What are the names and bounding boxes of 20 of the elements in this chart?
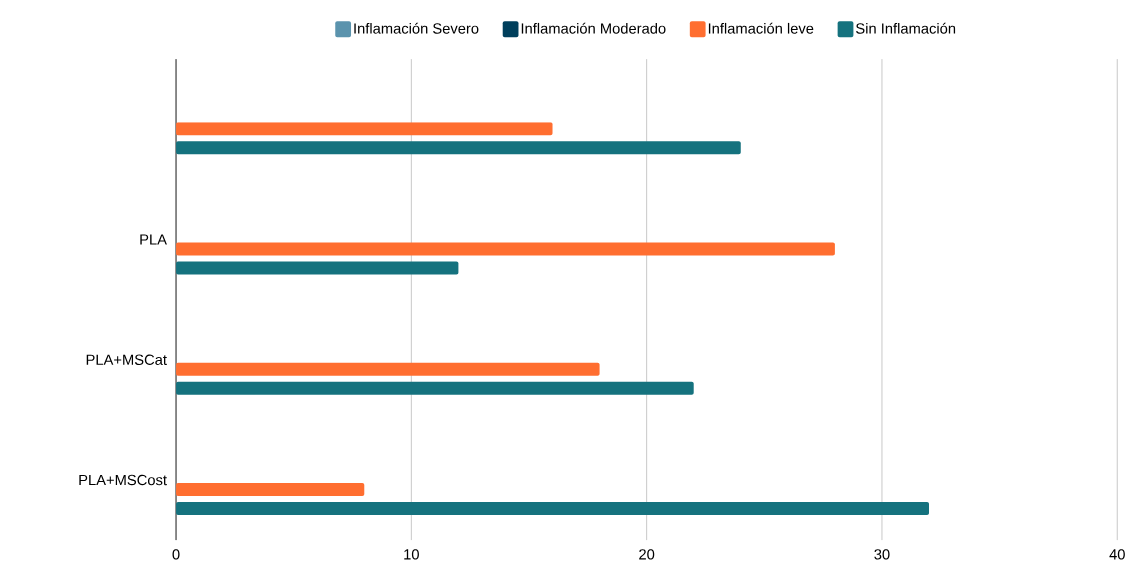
bar <box>176 502 930 516</box>
bar <box>176 261 459 275</box>
bar <box>176 483 365 497</box>
legend-label: Inflamación Severo <box>354 22 479 34</box>
bar <box>176 141 741 155</box>
x-tick-label: 30 <box>874 549 890 560</box>
legend-label: Inflamación leve <box>708 22 814 34</box>
x-tick-label: 10 <box>404 549 419 560</box>
x-tick-label: 20 <box>639 549 655 560</box>
y-tick-label: PLA+MSCat <box>86 354 167 366</box>
bar <box>176 122 553 136</box>
x-tick-label: 0 <box>172 549 180 560</box>
x-tick-label: 40 <box>1109 549 1125 560</box>
y-tick-label: PLA <box>140 234 167 245</box>
y-tick-label: PLA+MSCost <box>79 475 167 486</box>
bar <box>176 242 835 256</box>
legend-label: Sin Inflamación <box>856 22 956 34</box>
bar <box>176 382 694 395</box>
bar <box>176 363 600 376</box>
legend-label: Inflamación Moderado <box>521 22 666 34</box>
